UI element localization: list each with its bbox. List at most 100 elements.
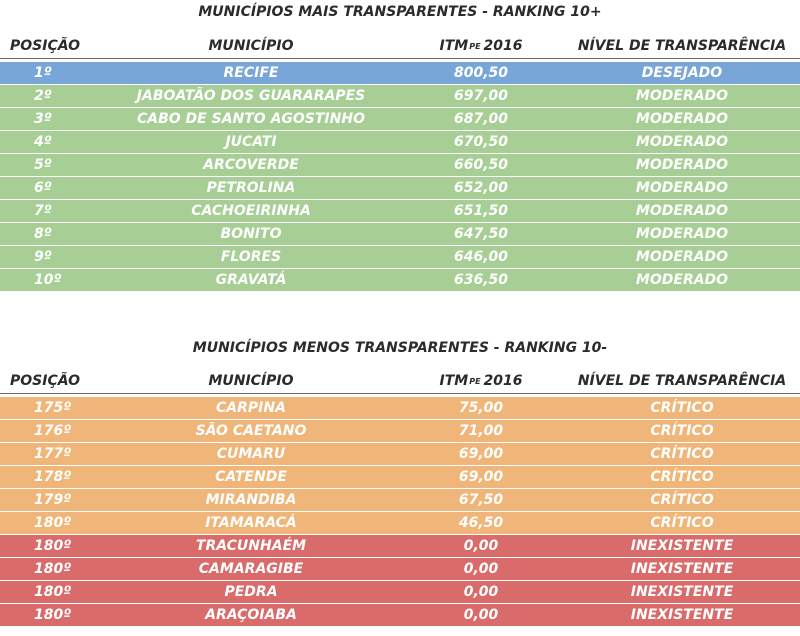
cell-nivel: MODERADO (635, 249, 729, 265)
cell-municipio: ARCOVERDE (203, 157, 299, 173)
cell-posicao: 5º (34, 157, 52, 173)
header-nivel: NÍVEL DE TRANSPARÊNCIA (577, 373, 787, 389)
table-row: 4º JUCATI 670,50 MODERADO (0, 131, 800, 153)
cell-municipio: MIRANDIBA (205, 492, 297, 508)
cell-posicao: 10º (34, 272, 62, 288)
cell-itm: 69,00 (458, 446, 504, 462)
table-row: 180º TRACUNHAÉM 0,00 INEXISTENTE (0, 535, 800, 557)
cell-itm: 646,00 (453, 249, 509, 265)
cell-posicao: 180º (34, 538, 72, 554)
cell-nivel: MODERADO (635, 180, 729, 196)
bottom-header-rule (0, 393, 800, 394)
cell-itm: 67,50 (458, 492, 504, 508)
cell-itm: 660,50 (453, 157, 509, 173)
table-row: 180º ITAMARACÁ 46,50 CRÍTICO (0, 512, 800, 534)
header-itm-year: 2016 (483, 38, 523, 54)
cell-municipio: CUMARU (216, 446, 286, 462)
cell-itm: 71,00 (458, 423, 504, 439)
cell-municipio: CACHOEIRINHA (191, 203, 311, 219)
cell-posicao: 2º (34, 88, 52, 104)
header-municipio: MUNICÍPIO (208, 373, 294, 389)
cell-municipio: BONITO (220, 226, 282, 242)
table-row: 1º RECIFE 800,50 DESEJADO (0, 62, 800, 84)
cell-nivel: INEXISTENTE (630, 584, 734, 600)
cell-itm: 75,00 (458, 400, 504, 416)
cell-posicao: 1º (34, 65, 52, 81)
cell-nivel: CRÍTICO (650, 515, 714, 531)
cell-itm: 636,50 (453, 272, 509, 288)
cell-nivel: MODERADO (635, 157, 729, 173)
table-row: 10º GRAVATÁ 636,50 MODERADO (0, 269, 800, 291)
header-itm-label: ITM (439, 38, 469, 54)
cell-municipio: GRAVATÁ (215, 272, 287, 288)
cell-itm: 0,00 (463, 561, 499, 577)
top-table-header: POSIÇÃO MUNICÍPIO ITM PE 2016 NÍVEL DE TRA… (0, 35, 800, 57)
cell-itm: 687,00 (453, 111, 509, 127)
table-row: 180º CAMARAGIBE 0,00 INEXISTENTE (0, 558, 800, 580)
cell-municipio: FLORES (220, 249, 282, 265)
cell-municipio: CATENDE (215, 469, 287, 485)
cell-posicao: 180º (34, 515, 72, 531)
cell-nivel: MODERADO (635, 272, 729, 288)
cell-posicao: 180º (34, 584, 72, 600)
cell-nivel: MODERADO (635, 111, 729, 127)
cell-nivel: CRÍTICO (650, 423, 714, 439)
table-row: 2º JABOATÃO DOS GUARARAPES 697,00 MODERADO (0, 85, 800, 107)
cell-posicao: 176º (34, 423, 72, 439)
cell-itm: 800,50 (453, 65, 509, 81)
table-row: 178º CATENDE 69,00 CRÍTICO (0, 466, 800, 488)
header-itm-label: ITM (439, 373, 469, 389)
table-row: 180º ARAÇOIABA 0,00 INEXISTENTE (0, 604, 800, 626)
table-row: 9º FLORES 646,00 MODERADO (0, 246, 800, 268)
cell-municipio: JUCATI (225, 134, 277, 150)
cell-itm: 670,50 (453, 134, 509, 150)
cell-nivel: MODERADO (635, 134, 729, 150)
table-row: 177º CUMARU 69,00 CRÍTICO (0, 443, 800, 465)
table-row: 7º CACHOEIRINHA 651,50 MODERADO (0, 200, 800, 222)
header-itm-sub: PE (469, 376, 481, 386)
cell-itm: 697,00 (453, 88, 509, 104)
cell-itm: 0,00 (463, 538, 499, 554)
cell-nivel: MODERADO (635, 226, 729, 242)
header-posicao: POSIÇÃO (10, 373, 81, 389)
bottom-table-header: POSIÇÃO MUNICÍPIO ITM PE 2016 NÍVEL DE TRA… (0, 370, 800, 392)
cell-posicao: 180º (34, 561, 72, 577)
table-row: 175º CARPINA 75,00 CRÍTICO (0, 397, 800, 419)
cell-municipio: ARAÇOIABA (205, 607, 297, 623)
cell-posicao: 175º (34, 400, 72, 416)
cell-municipio: ITAMARACÁ (205, 515, 297, 531)
cell-posicao: 4º (34, 134, 52, 150)
table-row: 179º MIRANDIBA 67,50 CRÍTICO (0, 489, 800, 511)
cell-nivel: DESEJADO (641, 65, 723, 81)
cell-itm: 0,00 (463, 607, 499, 623)
cell-itm: 652,00 (453, 180, 509, 196)
header-municipio: MUNICÍPIO (208, 38, 294, 54)
cell-posicao: 9º (34, 249, 52, 265)
header-nivel: NÍVEL DE TRANSPARÊNCIA (577, 38, 787, 54)
header-itm: ITM PE 2016 (398, 370, 564, 392)
cell-posicao: 6º (34, 180, 52, 196)
cell-nivel: MODERADO (635, 88, 729, 104)
cell-municipio: SÃO CAETANO (195, 423, 307, 439)
cell-nivel: INEXISTENTE (630, 561, 734, 577)
table-row: 5º ARCOVERDE 660,50 MODERADO (0, 154, 800, 176)
top-header-rule (0, 58, 800, 59)
table-row: 3º CABO DE SANTO AGOSTINHO 687,00 MODERADO (0, 108, 800, 130)
cell-posicao: 3º (34, 111, 52, 127)
table-row: 180º PEDRA 0,00 INEXISTENTE (0, 581, 800, 603)
cell-itm: 69,00 (458, 469, 504, 485)
cell-municipio: TRACUNHAÉM (195, 538, 307, 554)
table-row: 8º BONITO 647,50 MODERADO (0, 223, 800, 245)
cell-nivel: CRÍTICO (650, 400, 714, 416)
cell-nivel: INEXISTENTE (630, 607, 734, 623)
cell-municipio: JABOATÃO DOS GUARARAPES (136, 88, 366, 104)
cell-itm: 647,50 (453, 226, 509, 242)
cell-nivel: CRÍTICO (650, 469, 714, 485)
cell-municipio: PETROLINA (206, 180, 296, 196)
cell-municipio: PEDRA (224, 584, 278, 600)
cell-posicao: 179º (34, 492, 72, 508)
cell-posicao: 180º (34, 607, 72, 623)
cell-posicao: 7º (34, 203, 52, 219)
cell-nivel: MODERADO (635, 203, 729, 219)
table-row: 176º SÃO CAETANO 71,00 CRÍTICO (0, 420, 800, 442)
